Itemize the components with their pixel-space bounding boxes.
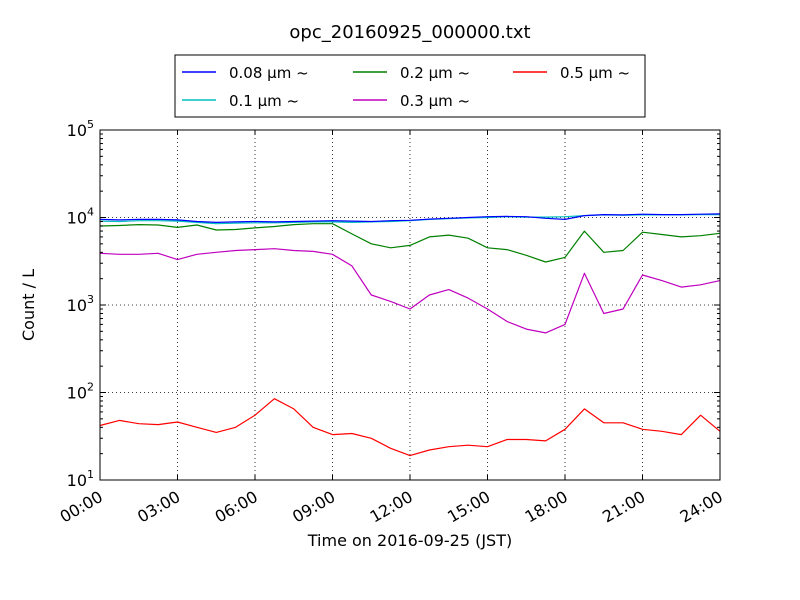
chart-title: opc_20160925_000000.txt (289, 22, 530, 43)
y-axis-label: Count / L (19, 269, 38, 341)
axis-ticks (99, 129, 721, 481)
x-tick-label: 15:00 (444, 487, 493, 527)
x-tick-label: 21:00 (599, 487, 648, 527)
series-lines (99, 213, 721, 457)
y-tick-label: 101 (67, 468, 94, 490)
legend-label: 0.3 μm ~ (400, 92, 470, 110)
series-line-3 (99, 248, 721, 334)
x-tick-label: 24:00 (677, 487, 726, 527)
legend-label: 0.2 μm ~ (400, 64, 470, 82)
legend-label: 0.08 μm ~ (229, 64, 309, 82)
y-tick-label: 103 (67, 293, 94, 315)
x-tick-label: 12:00 (367, 487, 416, 527)
legend: 0.08 μm ~ 0.1 μm ~ 0.2 μm ~ 0.3 μm ~ 0.5 μm … (174, 54, 646, 118)
y-tick-labels: 101 102 103 104 105 (67, 118, 94, 490)
y-tick-label: 104 (67, 206, 94, 228)
x-tick-label: 18:00 (522, 487, 571, 527)
legend-label: 0.1 μm ~ (229, 92, 299, 110)
series-line-2 (99, 223, 721, 263)
x-tick-labels: 00:00 03:00 06:00 09:00 12:00 15:00 18:00 21:00… (57, 487, 726, 527)
x-tick-label: 09:00 (289, 487, 338, 527)
grid (100, 130, 720, 480)
x-tick-label: 00:00 (57, 487, 106, 527)
x-tick-label: 03:00 (134, 487, 183, 527)
legend-label: 0.5 μm ~ (560, 64, 630, 82)
x-axis-label: Time on 2016-09-25 (JST) (307, 531, 512, 550)
y-tick-label: 102 (67, 381, 94, 403)
series-line-4 (99, 398, 721, 457)
y-tick-label: 105 (67, 118, 94, 140)
series-line-0 (99, 213, 721, 223)
legend-box (174, 54, 646, 118)
x-tick-label: 06:00 (212, 487, 261, 527)
